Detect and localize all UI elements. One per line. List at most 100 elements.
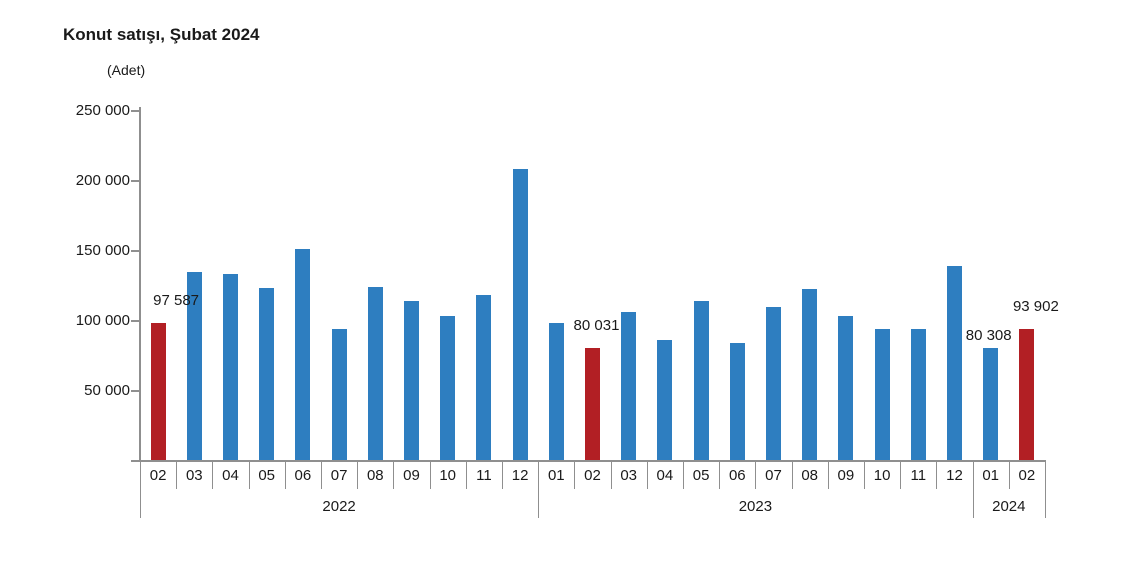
y-axis-tick-label: 150 000: [75, 242, 130, 259]
y-axis-tick-mark: [131, 250, 139, 252]
x-axis-month-label: 12: [511, 467, 529, 484]
x-axis-month-separator: [176, 460, 178, 489]
x-axis-month-label: 01: [982, 467, 1000, 484]
x-axis-month-separator: [719, 460, 721, 489]
x-axis-month-separator: [502, 460, 503, 489]
x-axis-month-label: 03: [185, 467, 203, 484]
y-axis-tick-mark: [131, 390, 139, 392]
bar-value-label: 93 902: [1012, 297, 1059, 315]
x-axis-month-label: 05: [258, 467, 276, 484]
bar: [186, 272, 202, 460]
bar: [331, 328, 347, 460]
x-axis-year-separator: [972, 460, 974, 518]
x-axis-month-label: 04: [222, 467, 239, 484]
x-axis-month-separator: [755, 460, 757, 489]
bar-value-label: 97 587: [153, 292, 200, 310]
bar: [802, 289, 818, 460]
x-axis-month-label: 01: [547, 467, 565, 484]
y-axis-tick-label: 200 000: [75, 172, 130, 189]
y-axis-tick-label: 250 000: [75, 102, 130, 119]
bar: [150, 323, 166, 460]
y-axis-unit-label: (Adet): [107, 62, 146, 78]
x-axis-month-separator: [683, 460, 684, 489]
x-axis-month-separator: [610, 460, 612, 489]
x-axis-year-separator: [140, 460, 141, 518]
bar: [838, 316, 854, 460]
x-axis-month-separator: [900, 460, 902, 489]
x-axis-line: [139, 460, 1046, 462]
x-axis-month-label: 08: [801, 467, 819, 484]
bar: [223, 273, 238, 460]
x-axis-month-label: 09: [403, 467, 420, 484]
x-axis-month-separator: [429, 460, 431, 489]
y-axis-tick-mark: [131, 320, 139, 322]
x-axis-month-separator: [827, 460, 829, 489]
bar-value-label: 80 031: [573, 316, 620, 334]
x-axis-month-label: 06: [728, 467, 746, 484]
x-axis-month-label: 10: [873, 467, 891, 484]
y-axis-line: [139, 107, 141, 462]
x-axis-month-separator: [393, 460, 395, 489]
x-axis-month-label: 02: [1018, 467, 1036, 484]
bar: [295, 249, 311, 460]
bar: [693, 300, 709, 460]
x-axis-month-label: 07: [765, 467, 782, 484]
bar: [259, 288, 275, 460]
x-axis-month-separator: [936, 460, 938, 489]
x-axis-month-label: 03: [620, 467, 638, 484]
bar: [947, 265, 962, 460]
x-axis-month-separator: [357, 460, 359, 489]
bar: [404, 301, 419, 460]
x-axis-month-label: 04: [656, 467, 674, 484]
bar: [766, 306, 781, 460]
chart-title: Konut satışı, Şubat 2024: [63, 25, 260, 44]
bar: [657, 340, 673, 460]
bar: [585, 347, 600, 460]
y-axis-tick-mark: [131, 110, 139, 112]
y-axis-tick-mark: [131, 180, 139, 182]
bar: [983, 347, 999, 460]
x-axis-year-label: 2023: [738, 498, 773, 515]
y-axis-tick-label: 50 000: [84, 382, 130, 399]
x-axis-month-label: 06: [294, 467, 312, 484]
x-axis-year-label: 2024: [992, 498, 1026, 515]
x-axis-month-label: 02: [584, 467, 601, 484]
x-axis-month-separator: [864, 460, 865, 489]
x-axis-month-label: 08: [366, 467, 384, 484]
x-axis-year-separator: [1045, 460, 1046, 518]
bar: [548, 323, 564, 460]
x-axis-year-label: 2022: [322, 498, 356, 515]
bar: [440, 316, 456, 460]
x-axis-month-separator: [248, 460, 250, 489]
bar: [874, 328, 890, 460]
x-axis-month-separator: [284, 460, 286, 489]
x-axis-month-separator: [465, 460, 467, 489]
bar: [729, 342, 745, 460]
bar: [476, 295, 492, 460]
x-axis-month-label: 09: [837, 467, 855, 484]
bar: [512, 168, 528, 460]
x-axis-month-separator: [1008, 460, 1010, 489]
x-axis-month-label: 05: [692, 467, 710, 484]
x-axis-month-label: 02: [149, 467, 167, 484]
x-axis-month-label: 11: [910, 467, 927, 484]
x-axis-month-label: 12: [946, 467, 963, 484]
x-axis-month-separator: [212, 460, 214, 489]
x-axis-month-separator: [646, 460, 648, 489]
x-axis-month-label: 07: [330, 467, 348, 484]
x-axis-month-label: 11: [476, 467, 492, 484]
bar-value-label: 80 308: [965, 326, 1012, 344]
y-axis-tick-mark: [131, 460, 139, 462]
y-axis-tick-label: 100 000: [75, 312, 130, 329]
bar: [910, 329, 926, 460]
x-axis-year-separator: [538, 460, 540, 518]
x-axis-month-separator: [574, 460, 576, 489]
x-axis-month-label: 10: [439, 467, 457, 484]
bar: [1019, 328, 1035, 460]
bar: [367, 287, 383, 460]
x-axis-month-separator: [321, 460, 322, 489]
bar: [621, 312, 637, 460]
x-axis-month-separator: [791, 460, 793, 489]
